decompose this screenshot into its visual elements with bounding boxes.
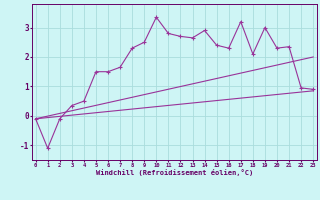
X-axis label: Windchill (Refroidissement éolien,°C): Windchill (Refroidissement éolien,°C) [96, 169, 253, 176]
